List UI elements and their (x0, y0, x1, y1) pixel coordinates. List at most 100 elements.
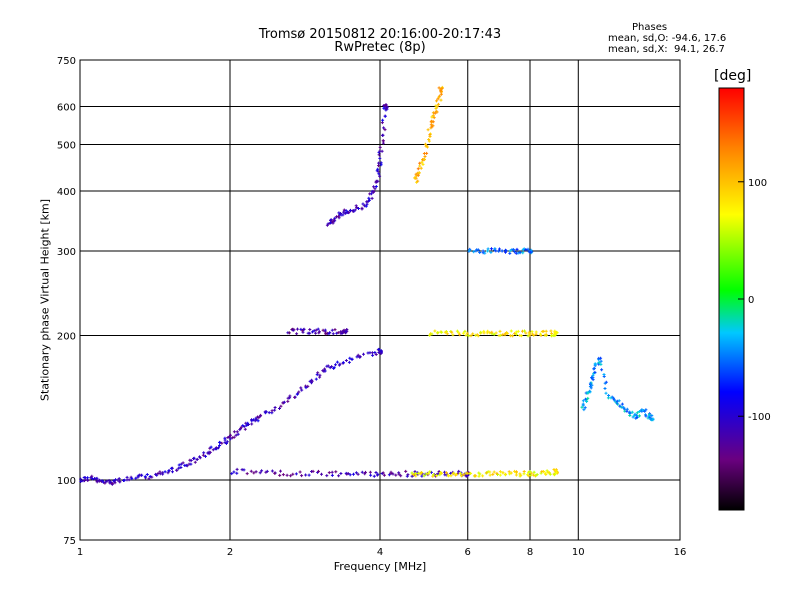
data-point (492, 332, 496, 336)
data-point (289, 474, 293, 478)
data-point (339, 330, 343, 334)
data-point (535, 473, 539, 477)
data-point (361, 202, 365, 206)
y-tick-label: 200 (57, 332, 76, 343)
data-point (297, 390, 301, 394)
data-point (348, 473, 352, 477)
data-point (424, 142, 427, 146)
data-point (329, 218, 333, 222)
data-point (379, 351, 383, 355)
data-point (422, 152, 426, 155)
data-point (254, 416, 258, 420)
data-point (341, 213, 345, 217)
data-point (235, 467, 239, 471)
data-point (515, 470, 518, 474)
data-point (376, 179, 380, 183)
data-point (424, 472, 428, 476)
data-point (161, 471, 165, 475)
data-point (145, 473, 149, 476)
data-point (436, 102, 440, 106)
data-point (397, 471, 401, 475)
data-point (410, 471, 414, 475)
data-point (436, 97, 440, 101)
data-point (418, 161, 422, 165)
x-tick-label: 16 (674, 547, 687, 558)
data-point (436, 472, 440, 476)
data-point (374, 353, 378, 356)
data-point (585, 391, 589, 395)
data-point (582, 408, 586, 412)
data-point (539, 332, 542, 336)
data-point (234, 433, 238, 437)
data-point (148, 475, 152, 478)
data-point (195, 458, 199, 461)
data-point (379, 161, 383, 165)
data-point (432, 473, 436, 477)
colorbar-title: [deg] (714, 68, 752, 84)
data-point (335, 331, 339, 335)
data-point (147, 477, 151, 481)
data-point (179, 462, 183, 466)
data-point (293, 395, 297, 399)
data-point (364, 204, 368, 208)
data-point (337, 214, 341, 218)
data-point (527, 330, 531, 334)
colorbar-ticks: 100 0 -100 (738, 178, 771, 423)
data-point (211, 448, 215, 452)
plot-frame (79, 59, 681, 541)
data-point (130, 477, 134, 481)
data-point (339, 472, 343, 475)
data-point (294, 472, 298, 476)
data-point (318, 373, 322, 377)
data-point (252, 471, 256, 475)
data-point (167, 469, 171, 473)
data-point (532, 470, 536, 474)
data-point (295, 392, 299, 396)
data-point (341, 329, 345, 333)
data-point (356, 353, 360, 357)
data-point (352, 472, 355, 476)
x-tick-label: 1 (77, 547, 83, 558)
data-point (508, 249, 512, 253)
data-point (603, 381, 607, 385)
data-point (511, 334, 515, 338)
data-point (469, 334, 473, 338)
data-point (509, 471, 513, 475)
y-axis-ticks: 75 100 200 300 400 500 600 750 (57, 56, 76, 547)
data-point (650, 414, 654, 418)
data-point (334, 363, 337, 367)
data-point (278, 407, 281, 410)
data-point (381, 133, 384, 137)
data-point (531, 473, 535, 477)
data-point (310, 379, 314, 383)
data-point (331, 332, 335, 336)
data-point (368, 198, 371, 202)
phase-stats-o: mean, sd,O: -94.6, 17.6 (608, 33, 727, 44)
x-tick-label: 10 (572, 547, 585, 558)
data-point (377, 347, 381, 351)
data-point (458, 333, 462, 337)
data-point (279, 469, 282, 473)
data-point (543, 471, 547, 475)
data-point (544, 329, 548, 333)
data-point (208, 450, 212, 454)
data-point (419, 471, 423, 475)
data-point (246, 421, 250, 425)
trace (410, 468, 559, 478)
data-point (342, 208, 346, 212)
data-point (428, 133, 432, 137)
data-point (360, 207, 364, 211)
data-point (192, 456, 196, 460)
data-point (250, 419, 254, 423)
data-point (638, 414, 641, 418)
data-point (308, 331, 312, 335)
data-point (316, 371, 320, 375)
data-point (127, 478, 131, 482)
data-point (328, 331, 332, 335)
y-tick-label: 75 (63, 536, 76, 547)
phase-stats-x: mean, sd,X: 94.1, 26.7 (608, 44, 725, 55)
data-point (553, 329, 557, 333)
data-point (434, 109, 438, 113)
data-point (528, 470, 532, 474)
